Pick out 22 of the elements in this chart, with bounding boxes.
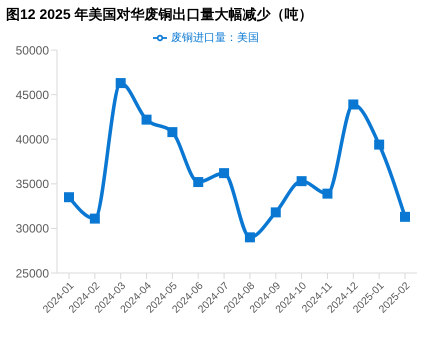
point	[64, 192, 74, 202]
point	[167, 127, 178, 138]
point	[374, 140, 384, 150]
point	[322, 188, 332, 199]
point	[270, 207, 281, 218]
point	[193, 177, 204, 188]
point	[116, 78, 126, 88]
legend-label: 废铜进口量：美国	[171, 32, 259, 44]
y-tick-label: 50000	[16, 43, 50, 58]
y-tick-label: 25000	[16, 266, 50, 280]
y-tick-label: 40000	[16, 132, 50, 147]
point	[219, 168, 230, 178]
y-tick-label: 45000	[16, 88, 50, 102]
point	[400, 212, 410, 222]
point	[296, 176, 307, 186]
point	[90, 214, 100, 224]
point	[142, 114, 152, 125]
y-tick-label: 35000	[16, 177, 50, 192]
y-tick-label: 30000	[16, 222, 50, 236]
chart-title: 图12 2025 年美国对华废铜出口量大幅减少（吨）	[6, 6, 312, 24]
point	[244, 232, 255, 242]
point	[348, 99, 358, 110]
